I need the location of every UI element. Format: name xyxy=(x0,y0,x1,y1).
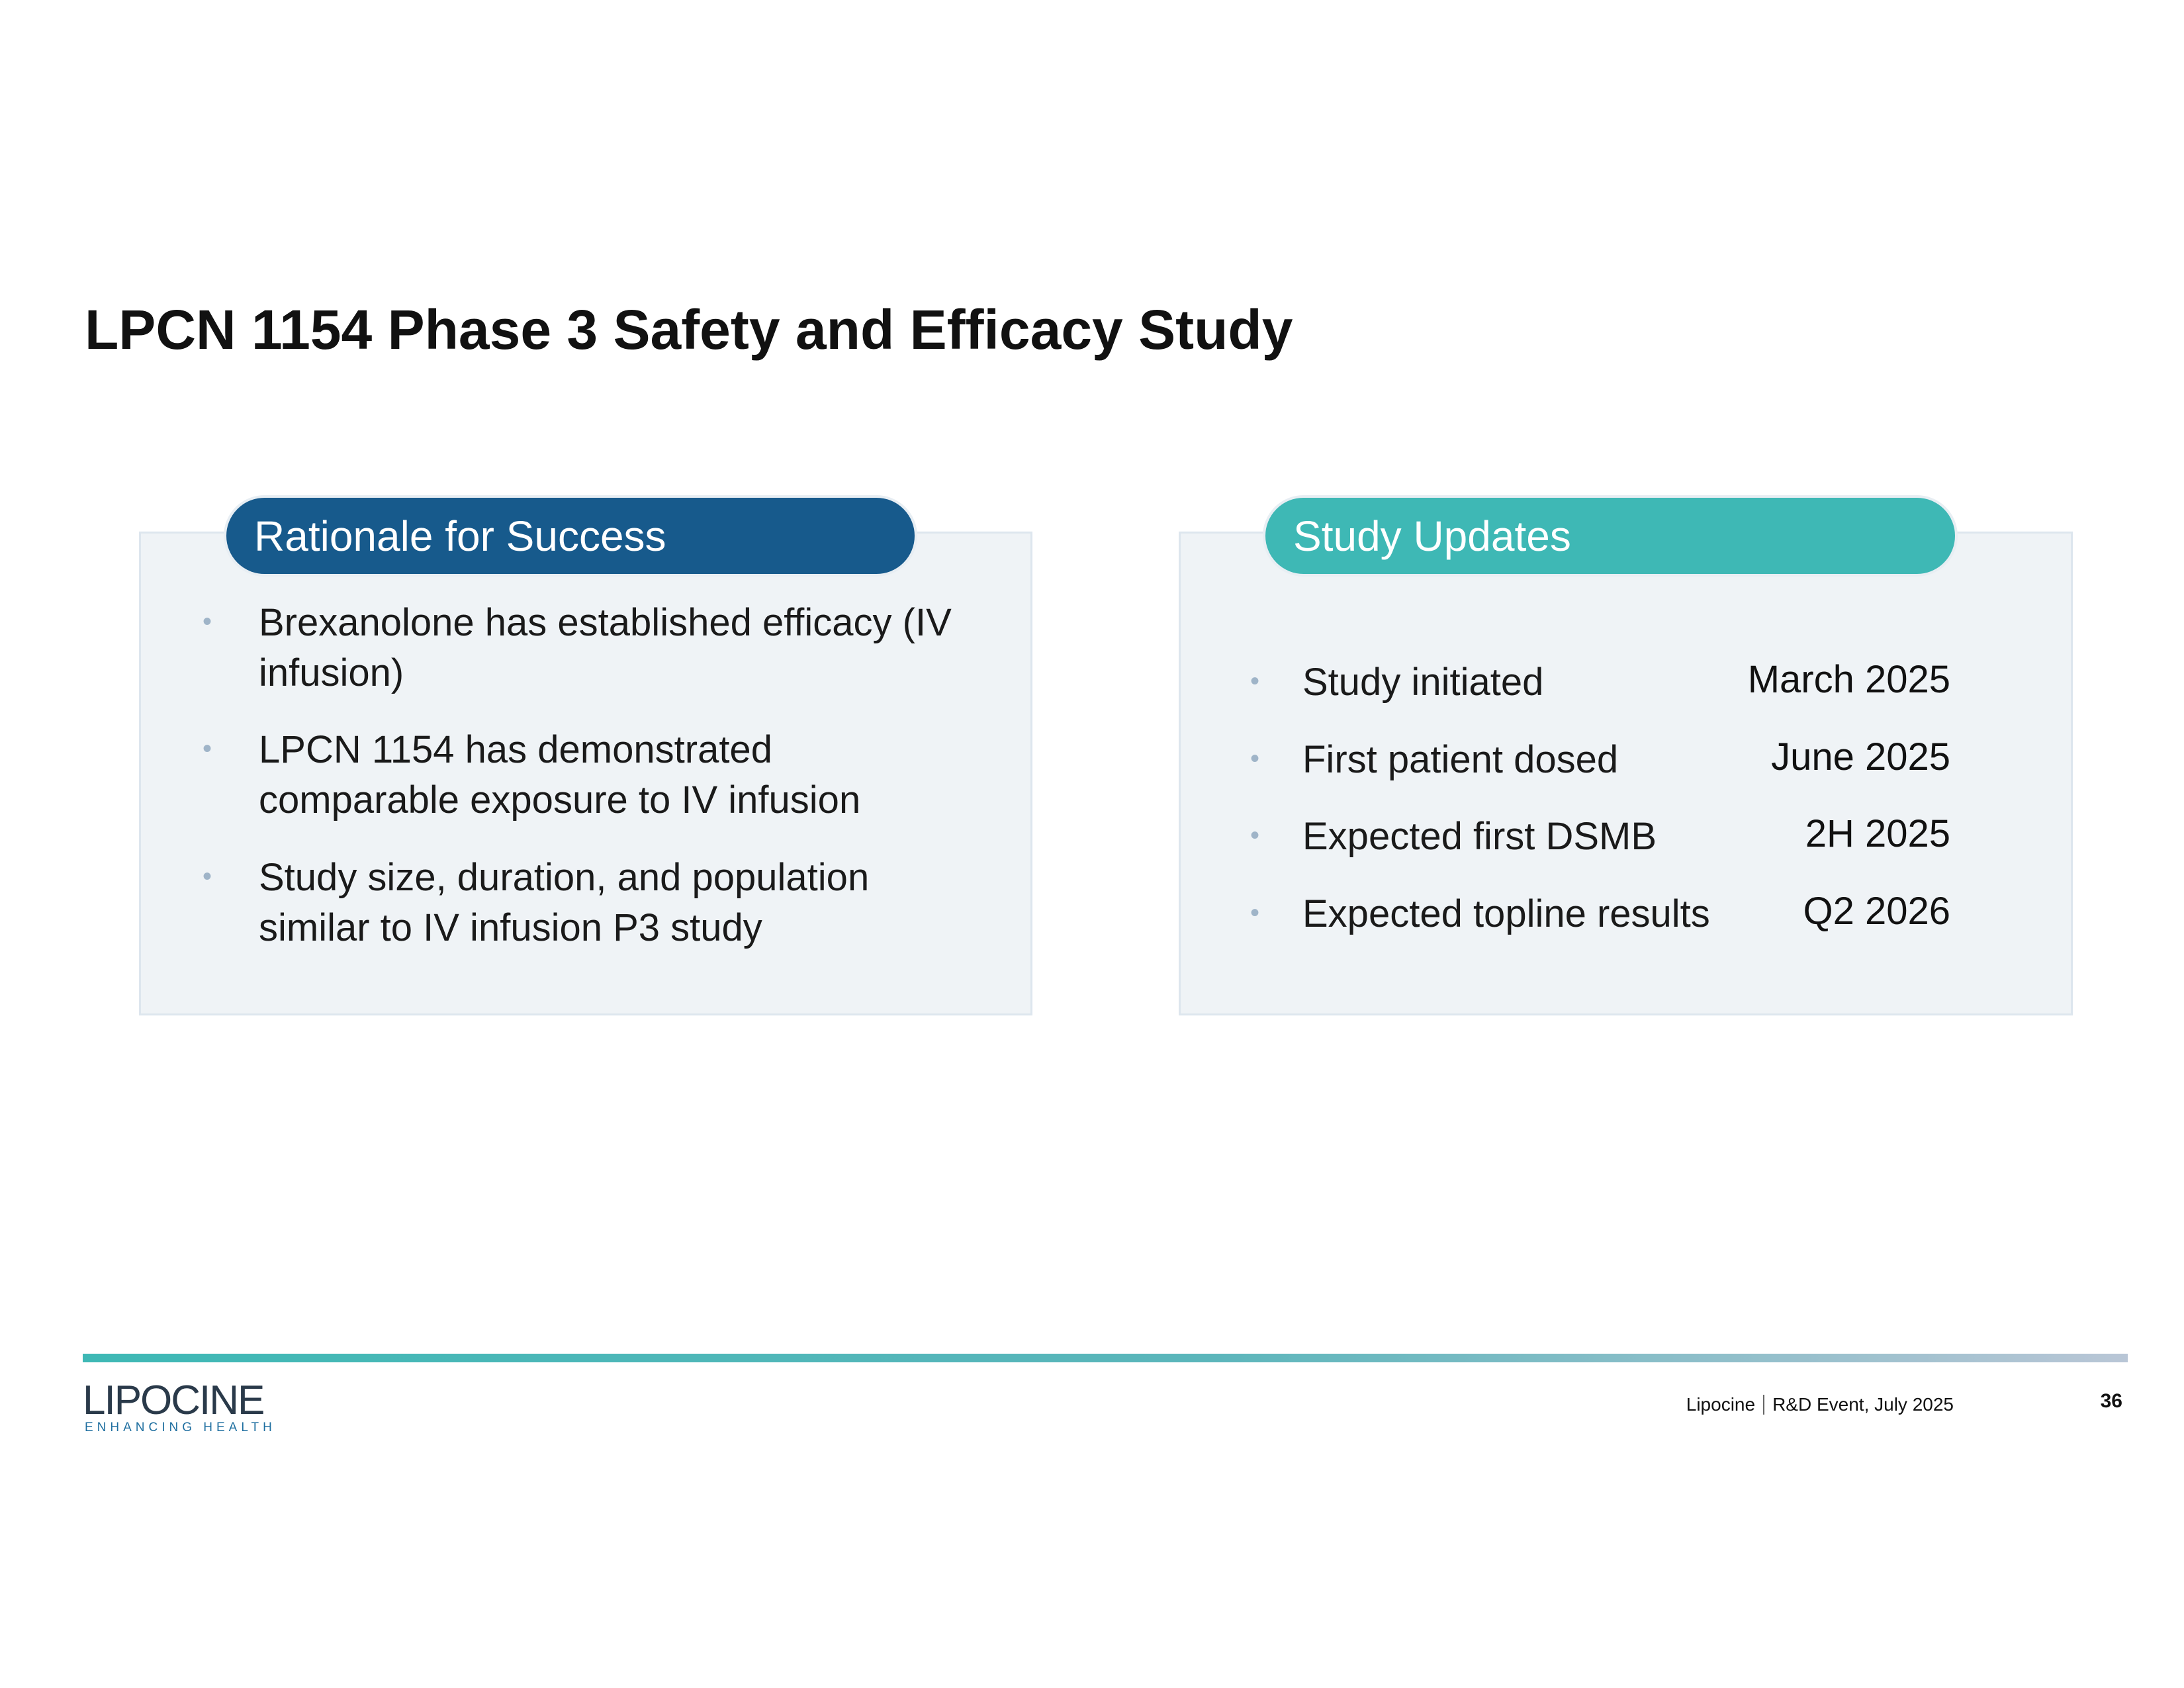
footer-event: R&D Event, July 2025 xyxy=(1772,1394,1954,1415)
item-label: Expected first DSMB xyxy=(1302,815,1657,858)
footer-company: Lipocine xyxy=(1686,1394,1756,1415)
bullet-dot: • xyxy=(1250,744,1260,773)
logo-name: LIPOCINE xyxy=(83,1378,265,1423)
rationale-heading: Rationale for Success xyxy=(224,495,917,577)
bullet-dot: • xyxy=(1250,821,1260,850)
footer-text: Lipocine R&D Event, July 2025 xyxy=(1686,1394,1954,1415)
item-date: 2H 2025 xyxy=(1805,812,1950,855)
bullet-dot: • xyxy=(203,607,212,636)
separator xyxy=(1763,1395,1765,1415)
item-label: First patient dosed xyxy=(1302,738,1619,781)
slide-title: LPCN 1154 Phase 3 Safety and Efficacy St… xyxy=(85,299,1293,361)
bullet-text: LPCN 1154 has demonstrated comparable ex… xyxy=(259,728,861,821)
bullet-dot: • xyxy=(1250,667,1260,696)
page-number: 36 xyxy=(2100,1390,2122,1412)
logo-tagline: ENHANCING HEALTH xyxy=(85,1421,276,1434)
footer-rule xyxy=(83,1354,2128,1362)
updates-box xyxy=(1179,532,2073,1015)
item-date: March 2025 xyxy=(1747,658,1950,701)
bullet-text: Brexanolone has established efficacy (IV… xyxy=(259,601,952,694)
bullet-dot: • xyxy=(203,862,212,891)
item-date: June 2025 xyxy=(1771,735,1950,778)
bullet-text: Study size, duration, and population sim… xyxy=(259,856,870,949)
item-date: Q2 2026 xyxy=(1803,890,1950,933)
item-label: Expected topline results xyxy=(1302,892,1710,935)
bullet-dot: • xyxy=(203,734,212,763)
bullet-dot: • xyxy=(1250,898,1260,927)
updates-heading: Study Updates xyxy=(1263,495,1958,577)
item-label: Study initiated xyxy=(1302,661,1544,704)
rationale-box xyxy=(139,532,1032,1015)
